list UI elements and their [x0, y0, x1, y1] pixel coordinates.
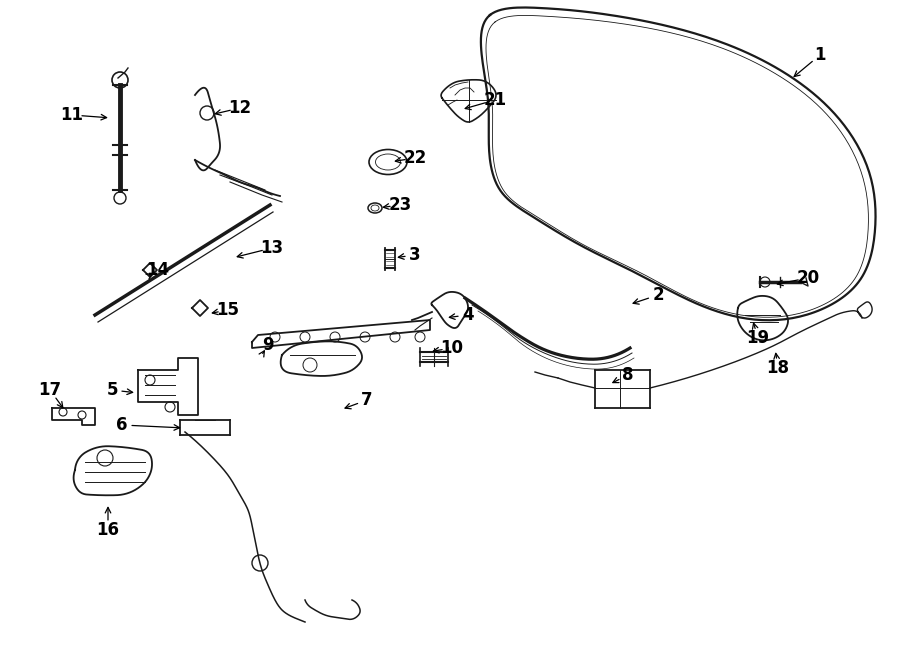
- Text: 12: 12: [229, 99, 252, 117]
- Text: 7: 7: [361, 391, 373, 409]
- Text: 16: 16: [96, 521, 120, 539]
- Text: 18: 18: [767, 359, 789, 377]
- Text: 19: 19: [746, 329, 769, 347]
- Text: 9: 9: [262, 336, 274, 354]
- Text: 10: 10: [440, 339, 464, 357]
- Text: 23: 23: [389, 196, 411, 214]
- Text: 15: 15: [217, 301, 239, 319]
- Text: 13: 13: [260, 239, 284, 257]
- Text: 2: 2: [652, 286, 664, 304]
- Text: 11: 11: [60, 106, 84, 124]
- Text: 3: 3: [410, 246, 421, 264]
- Text: 20: 20: [796, 269, 820, 287]
- Text: 6: 6: [116, 416, 128, 434]
- Text: 5: 5: [106, 381, 118, 399]
- Text: 21: 21: [483, 91, 507, 109]
- Text: 4: 4: [463, 306, 473, 324]
- Text: 8: 8: [622, 366, 634, 384]
- Text: 17: 17: [39, 381, 61, 399]
- Text: 1: 1: [814, 46, 826, 64]
- Text: 14: 14: [147, 261, 169, 279]
- Text: 22: 22: [403, 149, 427, 167]
